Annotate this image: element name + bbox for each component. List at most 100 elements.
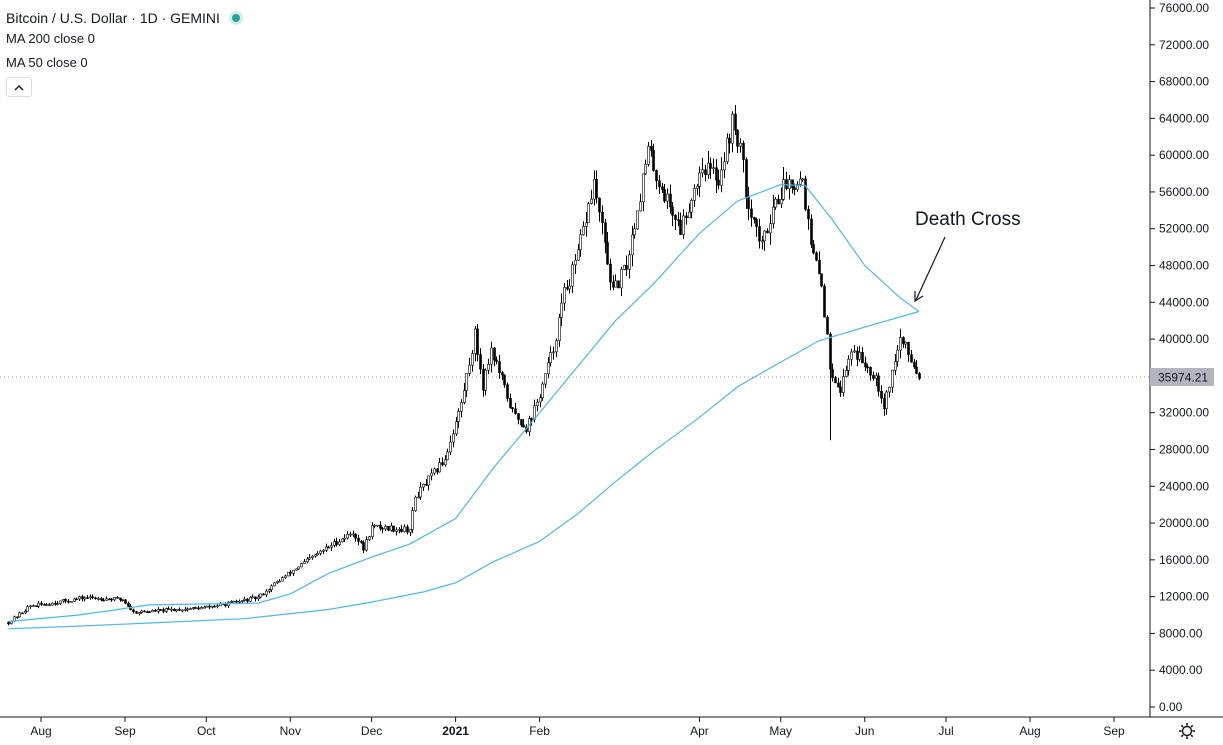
candle-body (753, 217, 756, 220)
candle-body (869, 367, 872, 376)
candle-body (395, 529, 398, 532)
candle-body (368, 536, 371, 540)
candle-body (357, 537, 360, 542)
candle-body (143, 610, 146, 613)
candle-body (899, 337, 902, 351)
candle-body (918, 373, 921, 379)
candle-body (522, 424, 525, 428)
time-tick-label: Aug (1019, 724, 1040, 738)
price-axis[interactable]: 76000.00 72000.00 68000.00 64000.00 60000.00… (1150, 1, 1209, 714)
candle-body (820, 273, 823, 287)
candle-body (866, 366, 869, 369)
candle-body (178, 608, 181, 611)
candle-body (877, 375, 880, 392)
candle-body (411, 510, 414, 530)
candle-body (303, 561, 306, 564)
time-tick-label: 2021 (442, 724, 469, 738)
candle-body (327, 546, 330, 549)
candle-body (197, 607, 200, 610)
candle-body (782, 179, 785, 200)
indicator-ma200[interactable]: MA 200 close 0 (6, 31, 95, 46)
candle-body (460, 402, 463, 412)
candle-body (547, 362, 550, 375)
candle-body (601, 211, 604, 223)
candle-body (371, 525, 374, 538)
price-tick-label: 44000.00 (1159, 295, 1209, 309)
candle-body (438, 462, 441, 473)
candle-body (213, 605, 216, 608)
candle-body (173, 608, 176, 612)
time-tick-label: Apr (690, 724, 709, 738)
time-tick-label: Sep (1103, 724, 1125, 738)
candle-body (7, 622, 10, 625)
candle-body (834, 377, 837, 384)
candle-body (189, 608, 192, 610)
candle-body (116, 597, 119, 599)
candle-body (609, 263, 612, 283)
candle-body (249, 597, 252, 602)
candle-body (571, 264, 574, 287)
candle-body (885, 391, 888, 410)
candle-body (715, 167, 718, 181)
candle-body (108, 598, 111, 601)
candle-body (308, 557, 311, 560)
candle-body (674, 214, 677, 220)
candle-body (175, 608, 178, 612)
candle-body (457, 411, 460, 422)
candle-body (514, 408, 517, 414)
candle-body (135, 611, 138, 614)
candle-body (796, 184, 799, 190)
time-axis[interactable]: Aug Sep Oct Nov Dec 2021 Feb Apr May Jun Jul Aug Sep (30, 717, 1125, 738)
candle-body (67, 600, 70, 603)
candle-body (791, 179, 794, 189)
collapse-legend-button[interactable] (6, 77, 32, 97)
symbol-title: Bitcoin / U.S. Dollar · 1D · GEMINI (6, 10, 220, 26)
chevron-up-icon (14, 84, 24, 90)
candle-body (265, 590, 268, 596)
candle-body (907, 341, 910, 355)
candle-body (823, 285, 826, 318)
candle-body (238, 600, 241, 603)
candle-body (241, 600, 244, 602)
candle-body (297, 566, 300, 570)
candle-body (731, 113, 734, 144)
candle-body (549, 352, 552, 363)
candle-body (698, 172, 701, 187)
candle-body (341, 538, 344, 543)
candle-body (826, 316, 829, 335)
candle-body (441, 462, 444, 466)
candle-body (495, 359, 498, 362)
candle-body (64, 599, 67, 602)
candle-body (354, 533, 357, 539)
candle-body (750, 208, 753, 218)
candle-body (799, 178, 802, 185)
candle-body (677, 219, 680, 221)
price-tick-label: 24000.00 (1159, 479, 1209, 493)
candle-body (40, 602, 43, 605)
candle-body (696, 186, 699, 189)
candle-body (631, 234, 634, 256)
time-tick-label: May (769, 724, 792, 738)
symbol-title-row[interactable]: Bitcoin / U.S. Dollar · 1D · GEMINI (6, 6, 240, 30)
candle-body (888, 386, 891, 393)
candle-body (335, 541, 338, 545)
candle-body (417, 496, 420, 499)
candle-body (671, 206, 674, 216)
candle-body (316, 553, 319, 556)
candle-body (585, 222, 588, 227)
candle-body (83, 597, 86, 600)
candle-body (427, 475, 430, 486)
gear-icon[interactable] (1179, 723, 1195, 739)
candle-body (774, 198, 777, 208)
time-tick-label: Dec (361, 724, 382, 738)
candle-body (94, 597, 97, 600)
candle-body (709, 162, 712, 169)
candle-body (89, 596, 92, 599)
candle-body (579, 234, 582, 251)
candle-body (815, 252, 818, 261)
candle-body (745, 159, 748, 198)
candle-body (539, 397, 542, 403)
indicator-ma50[interactable]: MA 50 close 0 (6, 55, 88, 70)
candle-body (373, 524, 376, 527)
